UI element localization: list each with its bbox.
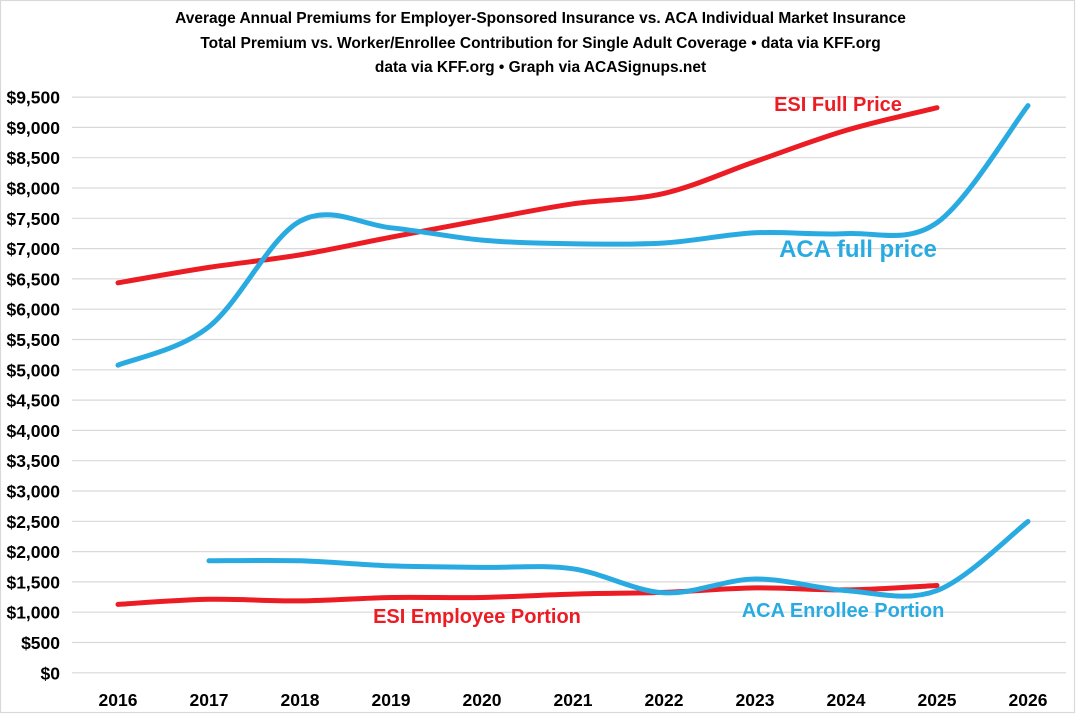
series-line-aca-full-price — [115, 103, 1031, 368]
series-line-esi-employee-portion — [115, 583, 940, 607]
x-axis-tick-label: 2026 — [1009, 690, 1048, 710]
y-axis-tick-label: $0 — [41, 663, 61, 683]
series-label-aca-enrollee-portion: ACA Enrollee Portion — [742, 600, 945, 622]
x-axis-tick-label: 2021 — [554, 690, 593, 710]
y-axis-tick-label: $9,000 — [6, 118, 60, 138]
series-line-esi-full-price — [115, 105, 940, 286]
y-axis-tick-label: $6,500 — [6, 269, 60, 289]
y-axis-tick-label: $2,000 — [6, 542, 60, 562]
y-axis-tick-label: $5,000 — [6, 360, 60, 380]
y-axis-tick-label: $3,000 — [6, 482, 60, 502]
y-axis-tick-label: $7,000 — [6, 239, 60, 259]
chart-title-line-2: Total Premium vs. Worker/Enrollee Contri… — [200, 34, 881, 52]
x-axis-tick-label: 2016 — [99, 690, 138, 710]
x-axis-tick-label: 2018 — [281, 690, 320, 710]
y-axis-tick-label: $5,500 — [6, 330, 60, 350]
chart-title-line-1: Average Annual Premiums for Employer-Spo… — [175, 10, 906, 27]
x-axis-tick-label: 2019 — [372, 690, 411, 710]
series-label-aca-full-price: ACA full price — [779, 236, 937, 263]
y-axis-tick-label: $7,500 — [6, 209, 60, 229]
x-axis-tick-label: 2024 — [827, 690, 866, 710]
series-line-aca-enrollee-portion — [206, 519, 1031, 599]
x-axis-tick-label: 2020 — [463, 690, 502, 710]
series-label-esi-full-price: ESI Full Price — [774, 94, 902, 116]
y-axis-tick-label: $1,000 — [6, 603, 60, 623]
y-axis-tick-label: $2,500 — [6, 512, 60, 532]
series-label-esi-employee-portion: ESI Employee Portion — [373, 606, 581, 628]
x-axis-tick-label: 2017 — [190, 690, 229, 710]
y-axis-tick-label: $9,500 — [6, 88, 60, 108]
x-axis-tick-label: 2025 — [918, 690, 957, 710]
y-axis-tick-label: $4,500 — [6, 391, 60, 411]
y-axis-tick-label: $3,500 — [6, 451, 60, 471]
y-axis-tick-label: $1,500 — [6, 572, 60, 592]
y-axis-tick-label: $8,000 — [6, 179, 60, 199]
y-axis-tick-label: $4,000 — [6, 421, 60, 441]
y-axis-tick-label: $500 — [21, 633, 60, 653]
x-axis-tick-label: 2022 — [645, 690, 684, 710]
chart-title-line-3: data via KFF.org • Graph via ACASignups.… — [374, 59, 707, 76]
y-axis-tick-label: $8,500 — [6, 148, 60, 168]
chart-title: Average Annual Premiums for Employer-Spo… — [0, 7, 1081, 81]
x-axis-tick-label: 2023 — [736, 690, 775, 710]
y-axis-tick-label: $6,000 — [6, 300, 60, 320]
